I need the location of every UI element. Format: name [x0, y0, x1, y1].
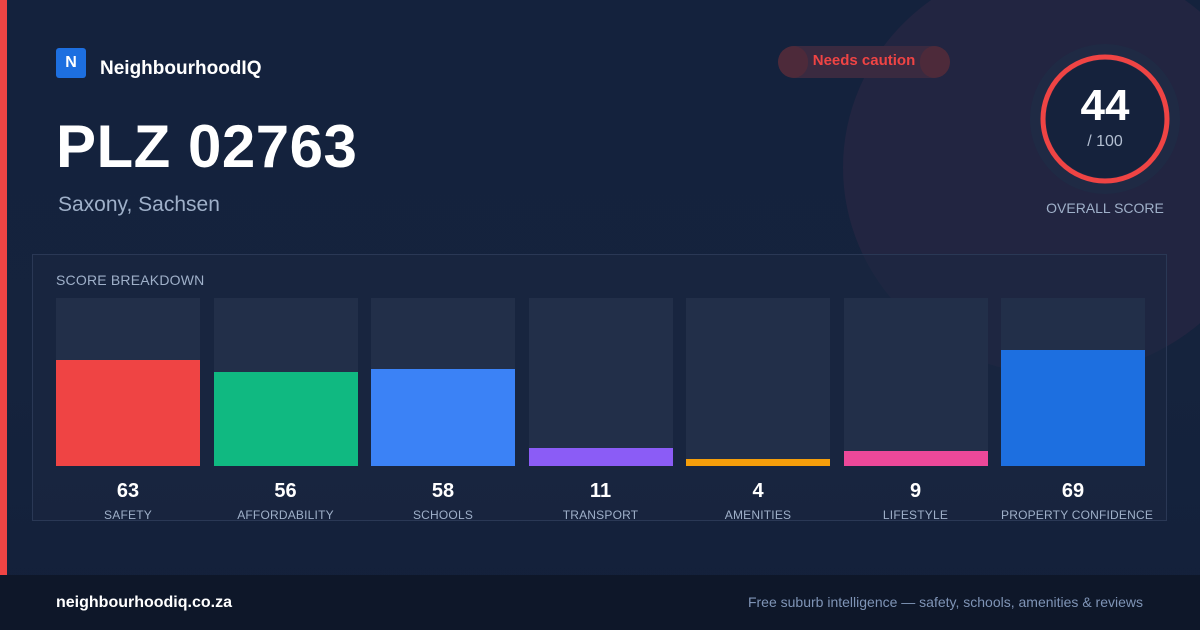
score-bar-fill — [371, 369, 515, 466]
score-bar-label: LIFESTYLE — [882, 508, 949, 522]
brand-logo-icon: N — [56, 48, 86, 78]
brand-name: NeighbourhoodIQ — [100, 58, 262, 79]
badge-cap-right — [920, 46, 950, 78]
score-bar-value: 11 — [589, 480, 612, 502]
score-bar-track — [1001, 298, 1145, 466]
score-bar-track — [56, 298, 200, 466]
score-ring-arc — [1040, 54, 1170, 184]
score-bar-label: SCHOOLS — [412, 508, 474, 522]
score-bar-fill — [528, 448, 673, 466]
score-bar-track — [686, 298, 830, 466]
score-bar-transport: 11 TRANSPORT — [528, 298, 673, 522]
score-bar-fill — [213, 372, 358, 466]
footer-tagline: Free suburb intelligence — safety, schoo… — [747, 594, 1143, 610]
page-title: PLZ 02763 — [56, 113, 358, 180]
score-bar-track — [843, 298, 988, 466]
status-badge-label: Needs caution — [812, 52, 916, 69]
status-badge: Needs caution — [778, 46, 950, 78]
overall-score-ring: 44 / 100 — [1030, 44, 1180, 194]
score-bar-label: SAFETY — [104, 508, 152, 522]
score-breakdown-title: SCORE BREAKDOWN — [56, 272, 205, 288]
score-bar-label: PROPERTY CONFIDENCE — [1001, 508, 1154, 522]
footer-site-link[interactable]: neighbourhoodiq.co.za — [56, 594, 232, 611]
score-bar-affordability: 56 AFFORDABILITY — [213, 298, 358, 522]
score-ring-center — [1046, 60, 1164, 178]
score-bar-label: AFFORDABILITY — [237, 508, 334, 522]
overall-score-label: OVERALL SCORE — [1046, 200, 1164, 216]
score-bar-label: AMENITIES — [724, 508, 792, 522]
score-breakdown-panel: SCORE BREAKDOWN 63 SAFETY 56 AFFORDABILITY 5… — [32, 254, 1167, 522]
score-bar-label: TRANSPORT — [562, 508, 639, 522]
footer: neighbourhoodiq.co.za Free suburb intell… — [0, 575, 1200, 630]
score-bar-lifestyle: 9 LIFESTYLE — [843, 298, 988, 522]
score-bar-fill — [56, 360, 200, 466]
page-subtitle: Saxony, Sachsen — [58, 193, 220, 216]
score-bar-value: 58 — [431, 480, 455, 502]
score-bar-value: 69 — [1061, 480, 1085, 502]
score-bar-fill — [1001, 350, 1145, 466]
score-bar-track — [528, 298, 673, 466]
brand[interactable]: N NeighbourhoodIQ — [56, 46, 261, 80]
score-bar-track — [213, 298, 358, 466]
score-bar-property-confidence: 69 PROPERTY CONFIDENCE — [1001, 298, 1154, 522]
accent-strip — [0, 0, 7, 575]
score-bar-value: 9 — [909, 480, 922, 502]
score-ring-graphic — [1030, 44, 1180, 194]
score-bar-track — [371, 298, 515, 466]
score-bar-safety: 63 SAFETY — [56, 298, 200, 522]
overall-score-value: 44 — [1080, 81, 1130, 130]
score-bar-fill — [843, 451, 988, 466]
overall-score-denominator: / 100 — [1087, 133, 1123, 150]
score-bar-value: 56 — [274, 480, 297, 502]
score-bar-fill — [686, 459, 830, 466]
score-bar-value: 63 — [116, 480, 140, 502]
score-bar-value: 4 — [752, 480, 764, 502]
score-bar-amenities: 4 AMENITIES — [686, 298, 830, 522]
score-bar-schools: 58 SCHOOLS — [371, 298, 515, 522]
badge-cap-left — [778, 46, 808, 78]
